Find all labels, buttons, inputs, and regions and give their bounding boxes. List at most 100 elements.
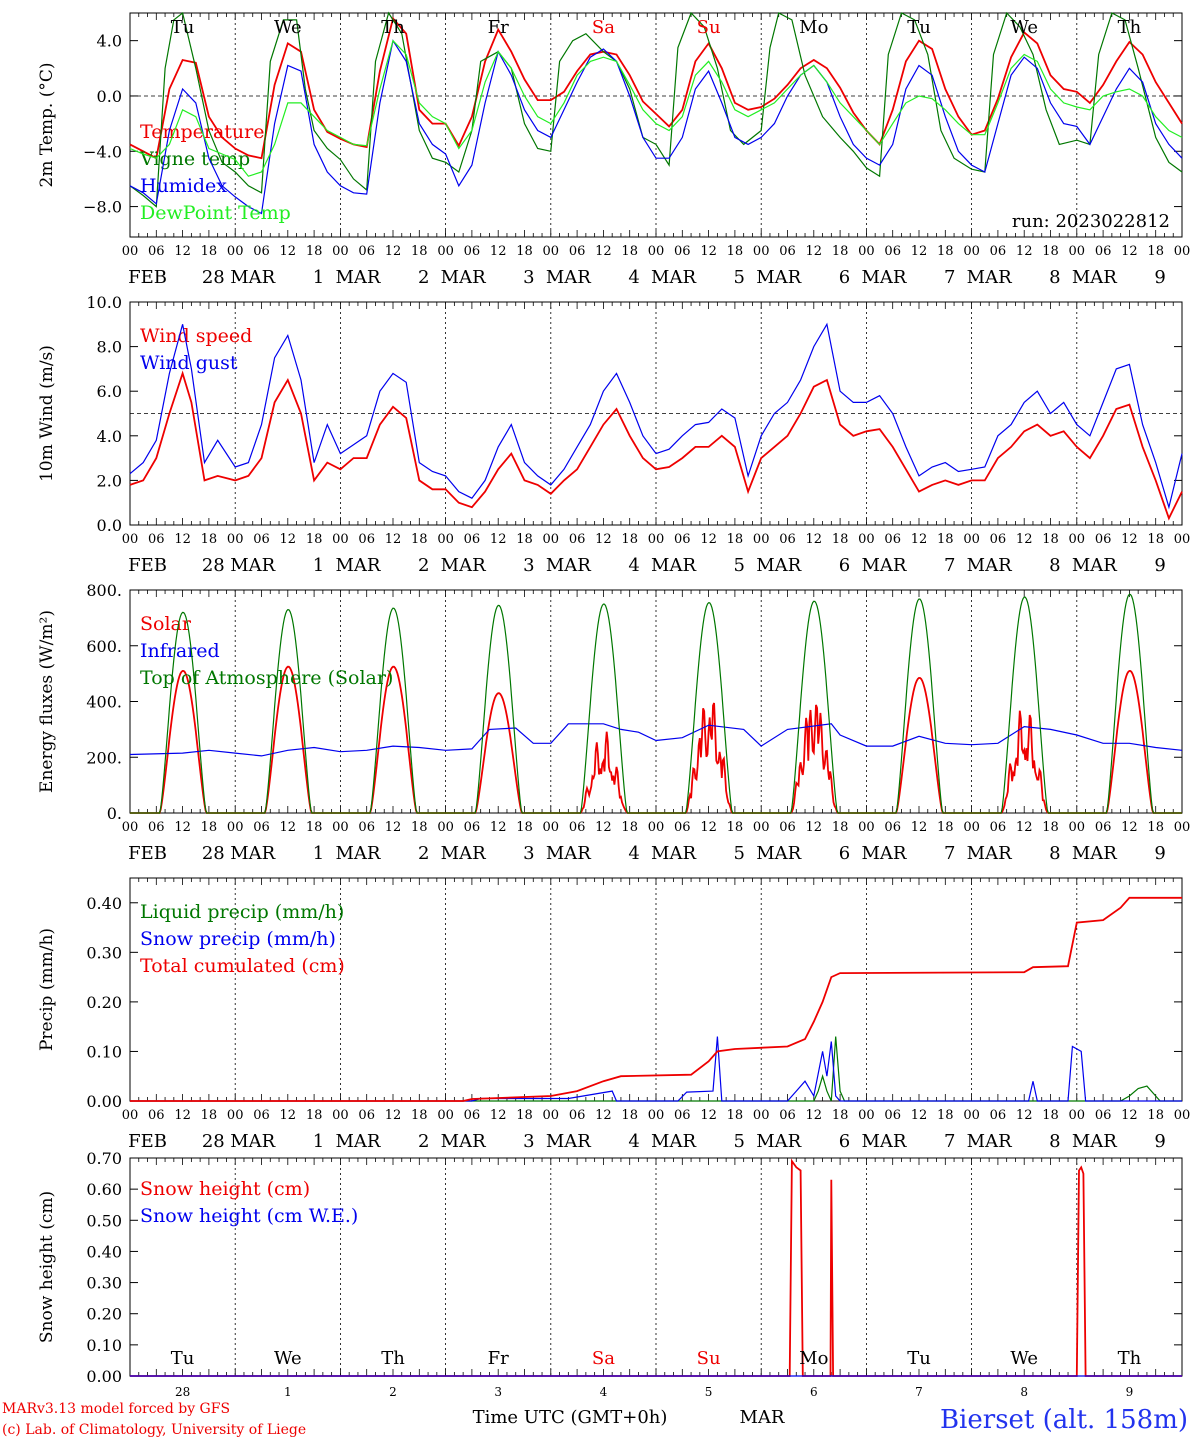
day-number-label: 2: [418, 267, 429, 288]
hour-tick-label: 00: [227, 532, 244, 547]
y-axis-label: Energy fluxes (W/m²): [37, 610, 57, 793]
series-line-temperature-2: [129, 39, 1183, 215]
hour-tick-label: 06: [148, 1108, 165, 1123]
day-month-label: MAR: [861, 267, 906, 288]
day-month-label: MAR: [756, 843, 801, 864]
day-number-label: 1: [313, 843, 324, 864]
hour-tick-label: 18: [516, 244, 533, 259]
day-month-label: MAR: [756, 267, 801, 288]
hour-tick-label: 06: [884, 820, 901, 835]
hour-tick-label: 12: [280, 244, 297, 259]
series-line-energy-1: [129, 723, 1183, 757]
day-month-label: MAR: [756, 555, 801, 576]
hour-tick-label: 06: [779, 1108, 796, 1123]
day-month-label: FEB: [128, 555, 167, 576]
hour-tick-label: 18: [411, 820, 428, 835]
day-number-label: 28: [202, 267, 225, 288]
day-month-label: MAR: [230, 843, 275, 864]
weekday-label: We: [274, 17, 302, 38]
day-month-label: MAR: [1072, 843, 1117, 864]
hour-tick-label: 18: [1147, 532, 1164, 547]
day-number-label: 8: [1049, 1131, 1060, 1152]
day-month-label: MAR: [967, 1131, 1012, 1152]
hour-tick-label: 06: [569, 820, 586, 835]
day-month-label: MAR: [861, 1131, 906, 1152]
hour-tick-label: 00: [1174, 1108, 1191, 1123]
legend-entry: Infrared: [140, 640, 220, 662]
hour-tick-label: 12: [595, 532, 612, 547]
hour-tick-label: 00: [1069, 1108, 1086, 1123]
hour-tick-label: 06: [884, 532, 901, 547]
hour-tick-label: 00: [332, 244, 349, 259]
y-tick-label: 0.40: [86, 1242, 122, 1261]
hour-tick-label: 18: [937, 532, 954, 547]
day-number-label: 5: [734, 843, 745, 864]
hour-tick-label: 18: [516, 820, 533, 835]
day-number-label: 7: [944, 843, 955, 864]
day-month-label: MAR: [861, 555, 906, 576]
legend-entry: Solar: [140, 613, 192, 635]
y-axis-label: Precip (mm/h): [37, 928, 57, 1051]
hour-tick-label: 06: [358, 244, 375, 259]
hour-tick-label: 06: [253, 820, 270, 835]
hour-tick-label: 18: [727, 244, 744, 259]
day-month-label: MAR: [335, 1131, 380, 1152]
station-label: Bierset (alt. 158m): [940, 1405, 1188, 1435]
day-month-label: MAR: [441, 1131, 486, 1152]
bottom-day-number: 5: [705, 1385, 713, 1399]
y-tick-label: 200.: [86, 748, 122, 767]
bottom-day-number: 9: [1126, 1385, 1134, 1399]
day-number-label: 3: [523, 555, 534, 576]
day-month-label: MAR: [230, 1131, 275, 1152]
hour-tick-label: 12: [700, 244, 717, 259]
series-line-temperature-0: [129, 16, 1183, 160]
hour-tick-label: 12: [700, 532, 717, 547]
day-month-label: MAR: [651, 555, 696, 576]
y-tick-label: 0.20: [86, 1305, 122, 1324]
day-month-label: MAR: [441, 555, 486, 576]
legend-entry: Wind gust: [140, 352, 238, 374]
hour-tick-label: 00: [648, 820, 665, 835]
hour-tick-label: 00: [437, 1108, 454, 1123]
hour-tick-label: 18: [832, 532, 849, 547]
bottom-day-number: 6: [810, 1385, 818, 1399]
day-number-label: 1: [313, 267, 324, 288]
day-month-label: MAR: [546, 843, 591, 864]
hour-tick-label: 00: [543, 532, 560, 547]
hour-tick-label: 12: [490, 244, 507, 259]
y-tick-label: 0.: [107, 804, 122, 823]
day-number-label: 9: [1154, 1131, 1165, 1152]
day-number-label: 1: [313, 555, 324, 576]
day-number-label: 8: [1049, 267, 1060, 288]
hour-tick-label: 12: [385, 820, 402, 835]
weekday-label: Th: [1118, 17, 1142, 38]
series-line-wind-1: [129, 322, 1183, 510]
hour-tick-label: 18: [937, 820, 954, 835]
hour-tick-label: 12: [1121, 820, 1138, 835]
weekday-label: Su: [697, 17, 721, 38]
y-axis-label: Snow height (cm): [37, 1191, 57, 1343]
hour-tick-label: 18: [306, 532, 323, 547]
day-number-label: 4: [628, 1131, 639, 1152]
hour-tick-label: 06: [990, 244, 1007, 259]
weekday-label: Tu: [907, 1348, 931, 1369]
hour-tick-label: 18: [1042, 244, 1059, 259]
hour-tick-label: 18: [1042, 532, 1059, 547]
hour-tick-label: 06: [569, 532, 586, 547]
day-number-label: 7: [944, 555, 955, 576]
hour-tick-label: 12: [911, 1108, 928, 1123]
run-label: run: 2023022812: [1012, 211, 1170, 232]
hour-tick-label: 12: [1016, 532, 1033, 547]
hour-tick-label: 00: [858, 820, 875, 835]
weekday-label: Fr: [488, 1348, 509, 1369]
series-line-precip-0: [130, 1036, 1182, 1102]
hour-tick-label: 00: [858, 1108, 875, 1123]
hour-tick-label: 18: [937, 244, 954, 259]
day-number-label: 3: [523, 843, 534, 864]
day-number-label: 4: [628, 843, 639, 864]
day-month-label: MAR: [1072, 267, 1117, 288]
hour-tick-label: 12: [1016, 244, 1033, 259]
hour-tick-label: 18: [832, 244, 849, 259]
day-number-label: 4: [628, 555, 639, 576]
hour-tick-label: 06: [674, 532, 691, 547]
